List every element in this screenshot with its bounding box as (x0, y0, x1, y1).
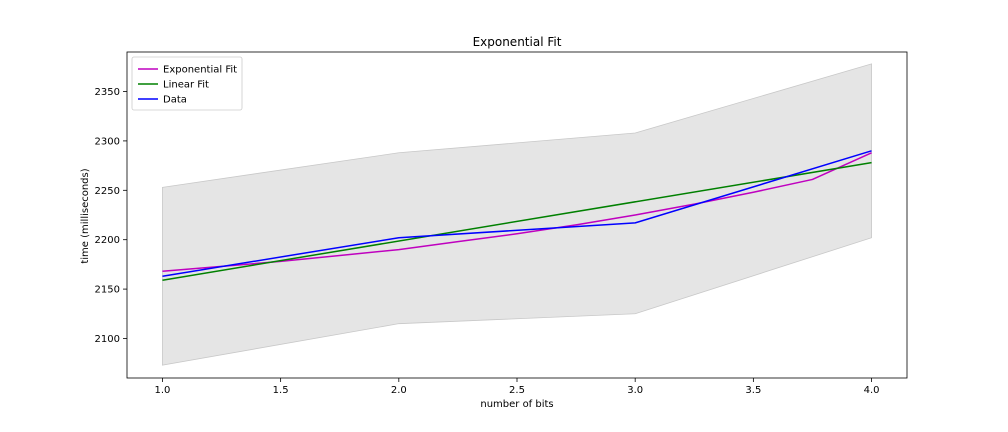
x-axis-ticks: 1.0 1.5 2.0 2.5 3.0 3.5 4.0 (155, 378, 880, 396)
x-axis-label: number of bits (480, 399, 553, 410)
series-line-linear-fit (162, 161, 872, 281)
y-tick-label: 2150 (95, 285, 120, 296)
x-tick-label: 1.0 (155, 385, 171, 396)
x-tick-label: 2.5 (509, 385, 525, 396)
legend: Exponential Fit Linear Fit Data (131, 56, 243, 111)
series-line-data (162, 150, 872, 277)
y-axis-ticks: 2100 2150 2200 2250 2300 2350 (95, 87, 127, 345)
y-tick-label: 2250 (95, 186, 120, 197)
legend-label-exponential-fit: Exponential Fit (163, 65, 237, 76)
y-axis-label: time (milliseconds) (80, 168, 91, 263)
legend-box (131, 56, 243, 111)
confidence-band-layer (162, 63, 872, 366)
confidence-band (162, 63, 872, 366)
y-tick-label: 2100 (95, 334, 120, 345)
x-tick-label: 4.0 (864, 385, 880, 396)
chart-title: Exponential Fit (473, 35, 562, 49)
legend-label-data: Data (163, 95, 187, 106)
x-tick-label: 1.5 (273, 385, 289, 396)
series-line-exponential-fit (162, 152, 872, 273)
x-tick-label: 2.0 (391, 385, 407, 396)
x-tick-label: 3.5 (745, 385, 761, 396)
y-tick-label: 2350 (95, 87, 120, 98)
legend-label-linear-fit: Linear Fit (163, 80, 209, 91)
series-layer (162, 150, 872, 281)
y-tick-label: 2200 (95, 235, 120, 246)
y-tick-label: 2300 (95, 136, 120, 147)
x-tick-label: 3.0 (627, 385, 643, 396)
